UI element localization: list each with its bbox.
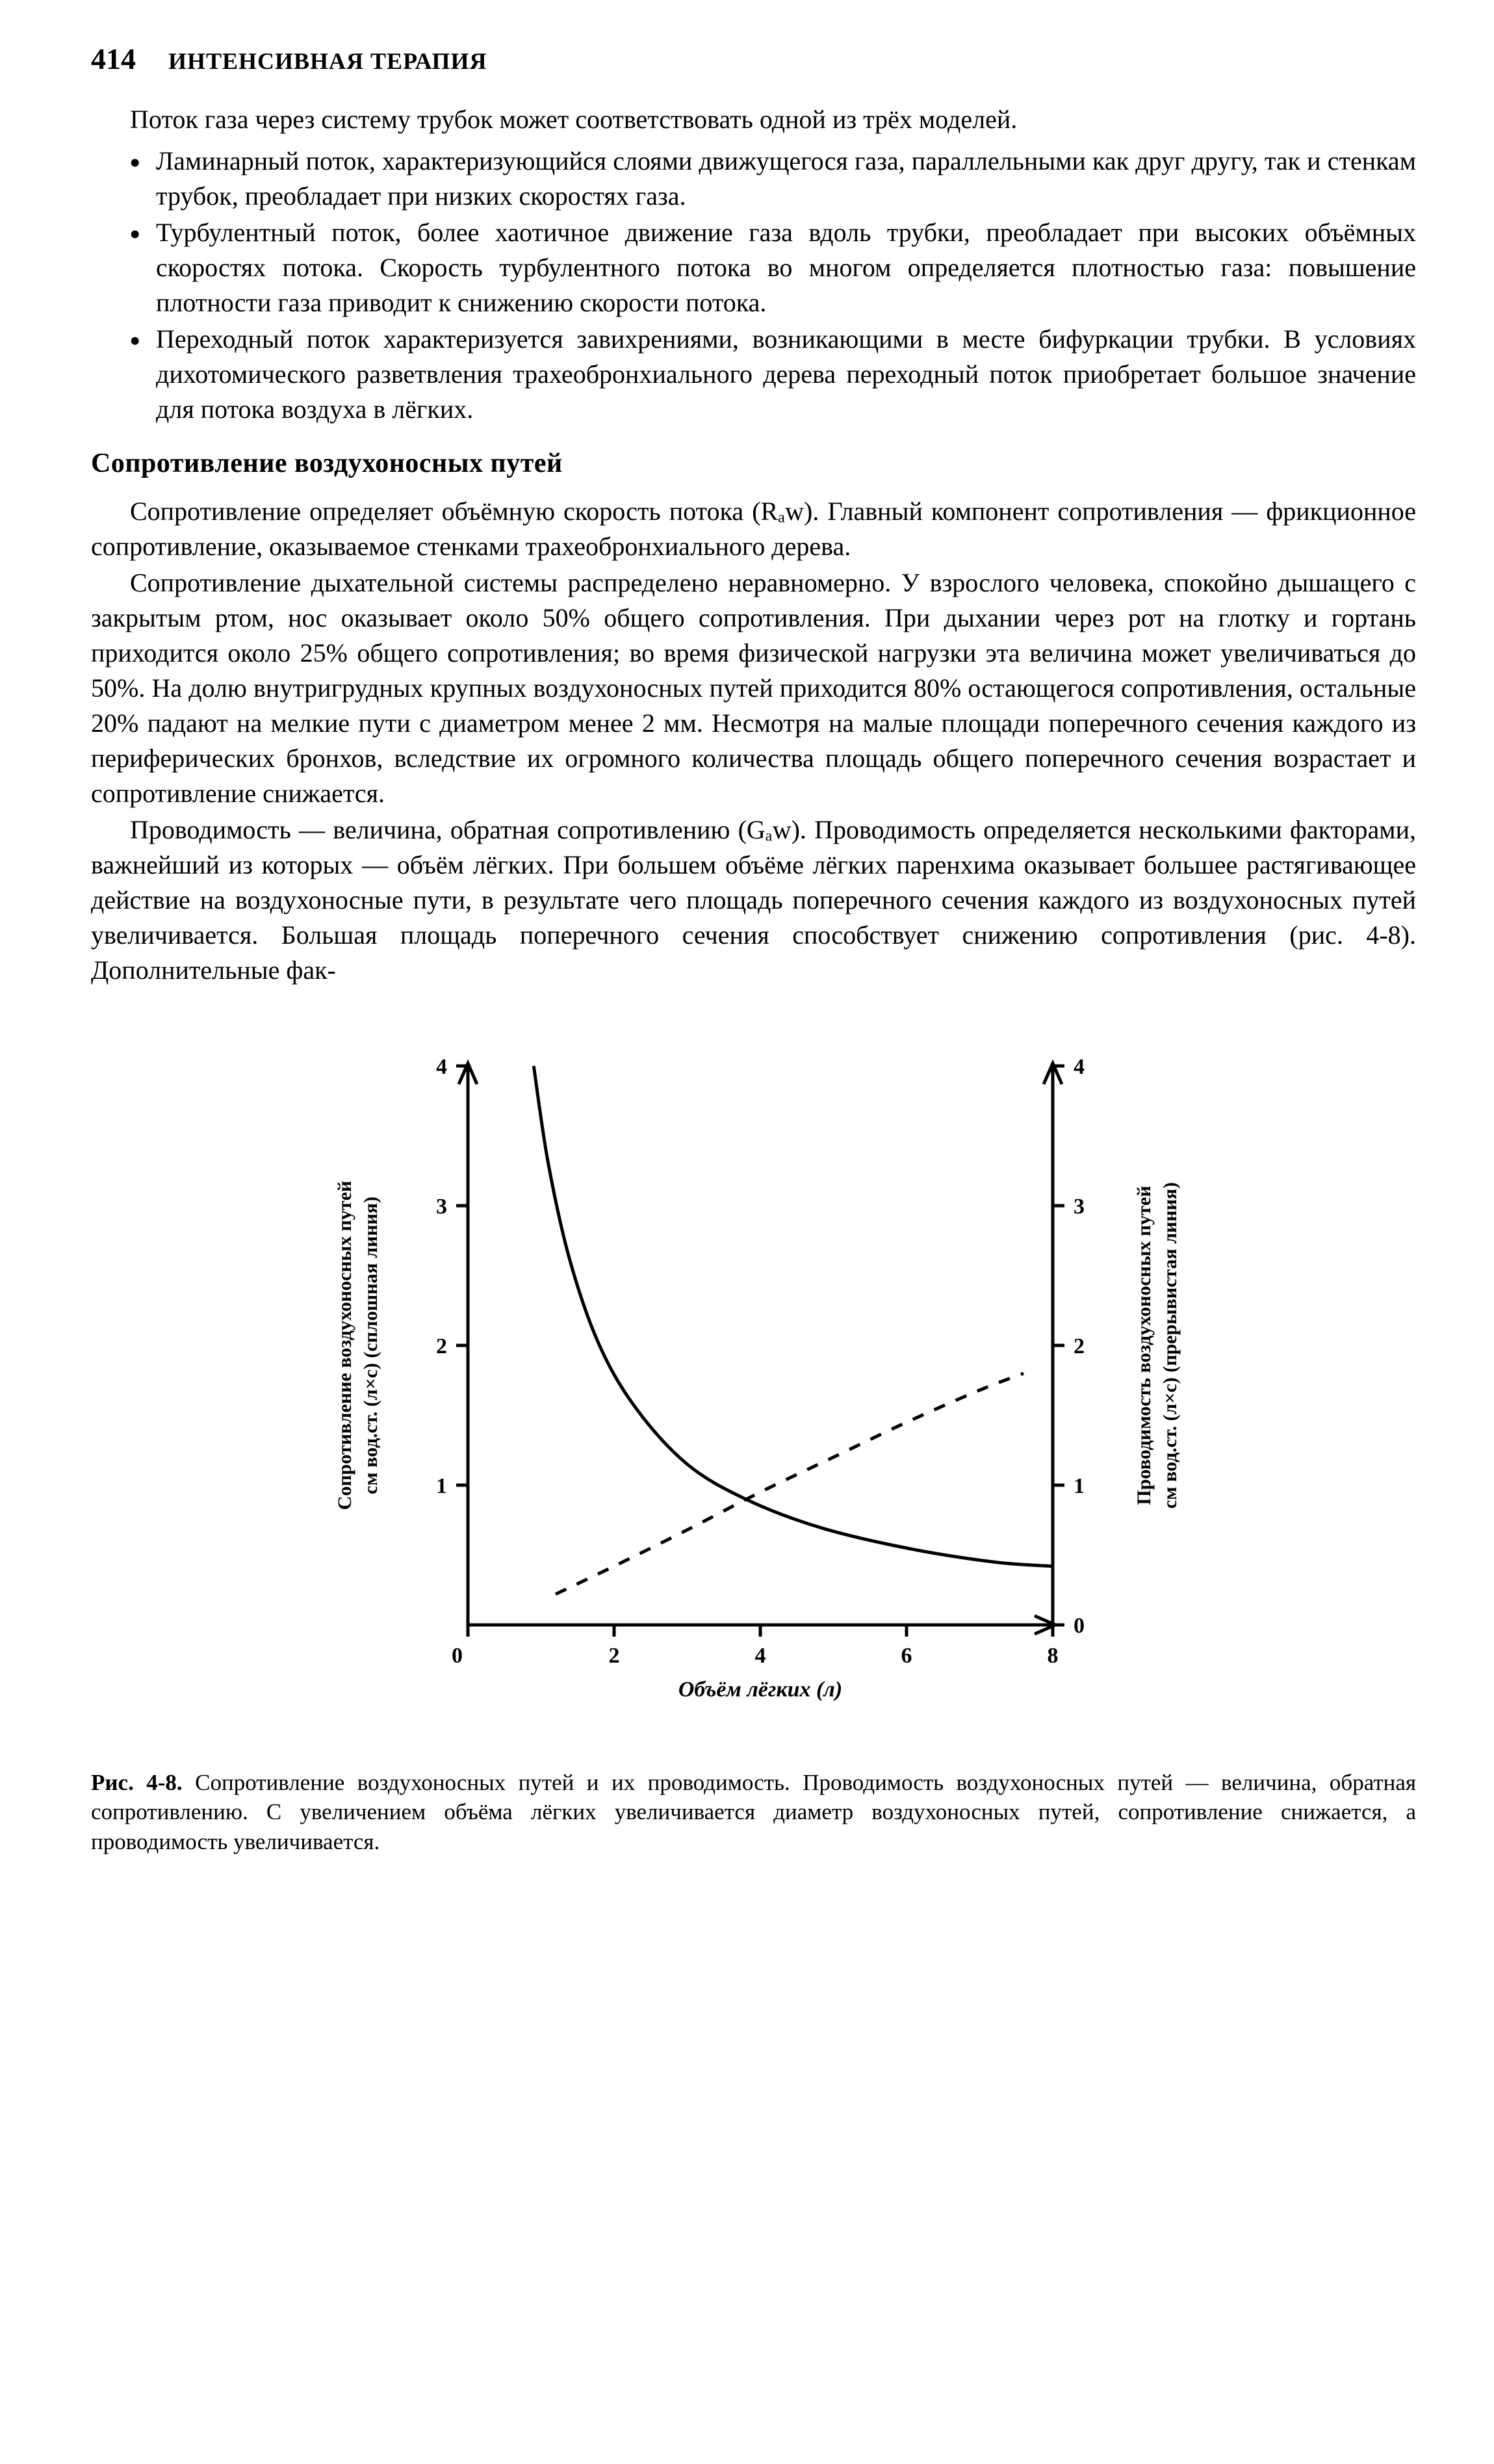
svg-text:4: 4 (1074, 1055, 1085, 1079)
body-paragraph: Сопротивление дыхательной системы распре… (91, 565, 1416, 811)
subheading: Сопротивление воздухоносных путей (91, 445, 1416, 482)
figure-caption: Рис. 4-8. Сопротивление воздухоносных пу… (91, 1768, 1416, 1857)
svg-text:8: 8 (1047, 1644, 1058, 1668)
svg-text:1: 1 (1074, 1474, 1085, 1498)
svg-text:3: 3 (436, 1195, 447, 1219)
svg-text:Сопротивление воздухоносных пу: Сопротивление воздухоносных путей (334, 1180, 355, 1510)
page-number: 414 (91, 39, 136, 79)
svg-text:см вод.ст. (л×с) (сплошная лин: см вод.ст. (л×с) (сплошная линия) (360, 1197, 381, 1494)
svg-text:2: 2 (436, 1334, 447, 1358)
svg-text:2: 2 (608, 1644, 619, 1668)
svg-text:Проводимость воздухоносных пут: Проводимость воздухоносных путей (1133, 1186, 1155, 1505)
page-header: 414 ИНТЕНСИВНАЯ ТЕРАПИЯ (91, 39, 1416, 79)
flow-types-list: Ламинарный поток, характеризующийся слоя… (91, 144, 1416, 427)
svg-text:см вод.ст. (л×с) (прерывистая: см вод.ст. (л×с) (прерывистая линия) (1159, 1182, 1181, 1509)
resistance-conductance-chart: 24680123401234Объём лёгких (л)Сопротивле… (299, 1027, 1209, 1742)
svg-text:1: 1 (436, 1474, 447, 1498)
body-paragraph: Сопротивление определяет объёмную скорос… (91, 494, 1416, 564)
svg-text:0: 0 (452, 1644, 463, 1668)
svg-text:4: 4 (754, 1644, 766, 1668)
svg-text:3: 3 (1074, 1195, 1085, 1219)
caption-label: Рис. 4-8. (91, 1770, 183, 1795)
svg-text:0: 0 (1074, 1614, 1085, 1638)
svg-text:4: 4 (436, 1055, 447, 1079)
figure-4-8: 24680123401234Объём лёгких (л)Сопротивле… (91, 1027, 1416, 1742)
list-item: Переходный поток характеризуется завихре… (130, 322, 1416, 427)
body-paragraph: Проводимость — величина, обратная сопрот… (91, 812, 1416, 988)
section-header: ИНТЕНСИВНАЯ ТЕРАПИЯ (168, 45, 487, 77)
caption-text: Сопротивление воздухоносных путей и их п… (91, 1770, 1416, 1854)
intro-paragraph: Поток газа через систему трубок может со… (91, 102, 1416, 137)
svg-text:Объём лёгких (л): Объём лёгких (л) (678, 1678, 842, 1702)
svg-text:6: 6 (901, 1644, 912, 1668)
list-item: Турбулентный поток, более хаотичное движ… (130, 215, 1416, 320)
list-item: Ламинарный поток, характеризующийся слоя… (130, 144, 1416, 214)
svg-text:2: 2 (1074, 1334, 1085, 1358)
